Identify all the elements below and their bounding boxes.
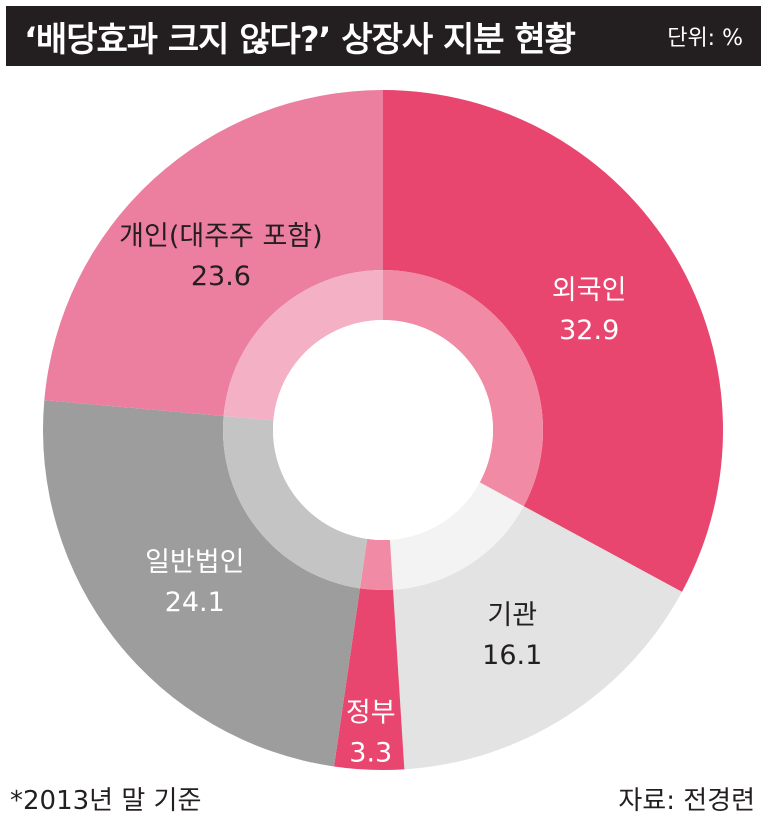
- slice-4-inner-ring: [223, 415, 368, 589]
- slice-2-value-label: 16.1: [482, 640, 542, 671]
- slice-1-value-label: 32.9: [559, 315, 619, 346]
- slice-4-outer: [43, 400, 360, 767]
- source-note: 자료: 전경련: [618, 786, 755, 816]
- slice-1-category-label: 외국인: [552, 275, 627, 306]
- slice-2-inner-ring: [389, 482, 524, 590]
- slice-5-category-label: 개인(대주주 포함): [119, 221, 323, 252]
- chart-title: ‘배당효과 크지 않다?’ 상장사 지분 현황: [24, 19, 576, 60]
- slice-1-inner-ring: [383, 270, 543, 507]
- slice-1-outer: [383, 90, 723, 592]
- title-bar: ‘배당효과 크지 않다?’ 상장사 지분 현황 단위: %: [6, 6, 761, 66]
- slice-5-value-label: 23.6: [191, 261, 251, 292]
- slice-3-outer: [334, 588, 405, 770]
- donut-hole: [273, 320, 493, 540]
- footnote: *2013년 말 기준: [10, 786, 202, 816]
- slice-3-category-label: 정부: [346, 698, 396, 729]
- slice-3-value-label: 3.3: [349, 738, 392, 769]
- unit-label: 단위: %: [667, 26, 743, 51]
- slice-2-category-label: 기관: [487, 600, 537, 631]
- slice-5-outer: [44, 90, 383, 416]
- slice-4-category-label: 일반법인: [145, 547, 244, 578]
- slice-2-outer: [393, 506, 682, 770]
- slice-5-inner-ring: [223, 270, 383, 421]
- slice-4-value-label: 24.1: [165, 587, 225, 618]
- donut-slices: [43, 90, 723, 770]
- slice-3-inner-ring: [359, 538, 394, 590]
